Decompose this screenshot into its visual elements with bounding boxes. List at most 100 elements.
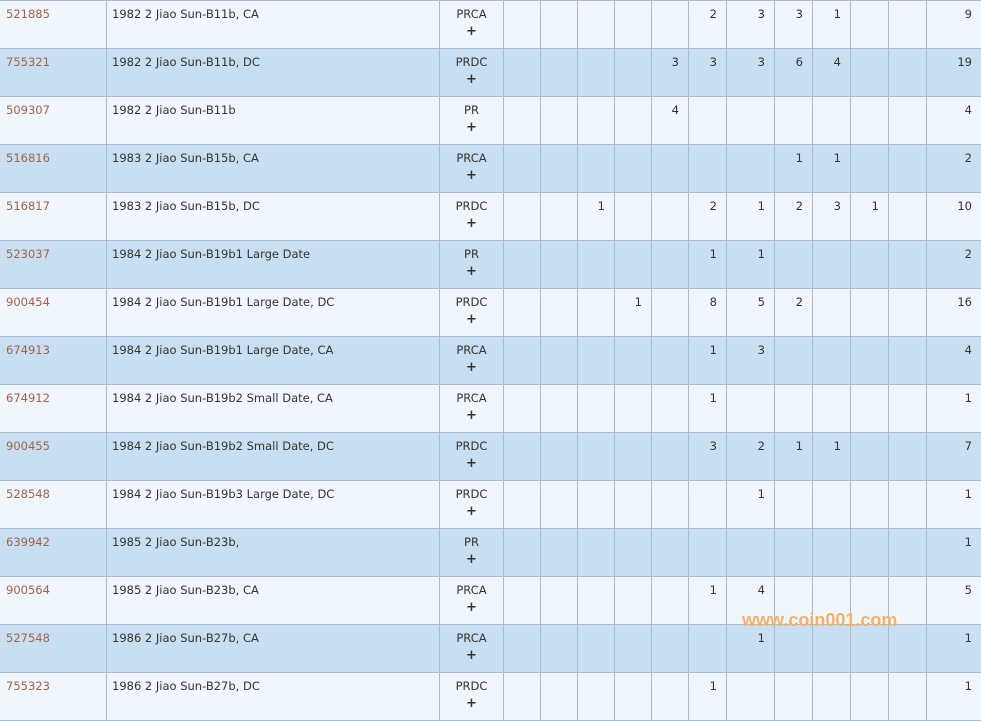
- cert-link[interactable]: 900455: [6, 439, 50, 453]
- grade-count-cell: [689, 145, 727, 193]
- grade-count-cell: [504, 385, 541, 433]
- grade-count-cell: 1: [689, 385, 727, 433]
- grade-label: PRCA: [456, 583, 486, 597]
- grade-count-cell: 8: [689, 289, 727, 337]
- cert-link[interactable]: 900564: [6, 583, 50, 597]
- grade-label: PRDC: [456, 679, 488, 693]
- grade-label: PRDC: [456, 295, 488, 309]
- description-cell: 1984 2 Jiao Sun-B19b2 Small Date, CA: [107, 385, 440, 433]
- cert-cell: 523037: [0, 241, 107, 289]
- total-cell: 4: [927, 97, 981, 145]
- expand-button[interactable]: +: [440, 697, 503, 711]
- grade-count-cell: [775, 241, 813, 289]
- grade-count-cell: 1: [578, 193, 615, 241]
- expand-button[interactable]: +: [440, 601, 503, 615]
- total-cell: 7: [927, 433, 981, 481]
- expand-button[interactable]: +: [440, 313, 503, 327]
- grade-count-cell: [652, 145, 689, 193]
- grade-count-cell: [504, 577, 541, 625]
- cert-link[interactable]: 639942: [6, 535, 50, 549]
- cert-link[interactable]: 516816: [6, 151, 50, 165]
- grade-count-cell: [889, 193, 927, 241]
- grade-count-cell: [813, 337, 851, 385]
- expand-button[interactable]: +: [440, 73, 503, 87]
- cert-link[interactable]: 674912: [6, 391, 50, 405]
- cert-link[interactable]: 527548: [6, 631, 50, 645]
- grade-count-cell: [889, 433, 927, 481]
- expand-button[interactable]: +: [440, 649, 503, 663]
- grade-count-cell: [775, 529, 813, 577]
- expand-button[interactable]: +: [440, 553, 503, 567]
- grade-label: PRDC: [456, 199, 488, 213]
- cert-link[interactable]: 516817: [6, 199, 50, 213]
- expand-button[interactable]: +: [440, 169, 503, 183]
- expand-button[interactable]: +: [440, 265, 503, 279]
- grade-count-cell: [541, 433, 578, 481]
- grade-count-cell: [652, 577, 689, 625]
- cert-link[interactable]: 523037: [6, 247, 50, 261]
- grade-count-cell: [504, 529, 541, 577]
- grade-count-cell: [541, 385, 578, 433]
- grade-cell: PR+: [440, 529, 504, 577]
- grade-count-cell: [541, 1, 578, 49]
- grade-count-cell: [615, 481, 652, 529]
- grade-count-cell: 1: [813, 433, 851, 481]
- grade-count-cell: 1: [851, 193, 889, 241]
- grade-count-cell: [578, 433, 615, 481]
- cert-cell: 674912: [0, 385, 107, 433]
- expand-button[interactable]: +: [440, 409, 503, 423]
- grade-count-cell: [504, 673, 541, 721]
- grade-count-cell: [615, 433, 652, 481]
- cert-link[interactable]: 900454: [6, 295, 50, 309]
- grade-count-cell: 4: [652, 97, 689, 145]
- grade-count-cell: 1: [775, 433, 813, 481]
- cert-link[interactable]: 509307: [6, 103, 50, 117]
- cert-cell: 900455: [0, 433, 107, 481]
- grade-count-cell: 4: [813, 49, 851, 97]
- grade-count-cell: [578, 289, 615, 337]
- cert-link[interactable]: 755321: [6, 55, 50, 69]
- total-cell: 1: [927, 385, 981, 433]
- grade-label: PRCA: [456, 7, 486, 21]
- description-cell: 1985 2 Jiao Sun-B23b, CA: [107, 577, 440, 625]
- cert-link[interactable]: 528548: [6, 487, 50, 501]
- cert-link[interactable]: 521885: [6, 7, 50, 21]
- description-cell: 1982 2 Jiao Sun-B11b, DC: [107, 49, 440, 97]
- expand-button[interactable]: +: [440, 121, 503, 135]
- expand-button[interactable]: +: [440, 505, 503, 519]
- table-row: 900455 1984 2 Jiao Sun-B19b2 Small Date, …: [0, 433, 981, 481]
- grade-count-cell: [889, 673, 927, 721]
- description-cell: 1984 2 Jiao Sun-B19b2 Small Date, DC: [107, 433, 440, 481]
- grade-count-cell: [652, 241, 689, 289]
- table-row: 674912 1984 2 Jiao Sun-B19b2 Small Date, …: [0, 385, 981, 433]
- grade-count-cell: 1: [689, 577, 727, 625]
- grade-count-cell: [504, 481, 541, 529]
- grade-count-cell: [851, 1, 889, 49]
- grade-count-cell: [851, 49, 889, 97]
- description-cell: 1986 2 Jiao Sun-B27b, DC: [107, 673, 440, 721]
- grade-count-cell: 2: [689, 1, 727, 49]
- expand-button[interactable]: +: [440, 457, 503, 471]
- grade-count-cell: [889, 145, 927, 193]
- cert-cell: 528548: [0, 481, 107, 529]
- cert-cell: 521885: [0, 1, 107, 49]
- grade-count-cell: [652, 481, 689, 529]
- grade-count-cell: 2: [727, 433, 775, 481]
- grade-count-cell: 5: [727, 289, 775, 337]
- total-cell: 1: [927, 529, 981, 577]
- grade-count-cell: 2: [775, 193, 813, 241]
- cert-link[interactable]: 674913: [6, 343, 50, 357]
- grade-count-cell: [813, 241, 851, 289]
- cert-link[interactable]: 755323: [6, 679, 50, 693]
- grade-count-cell: 3: [813, 193, 851, 241]
- description-cell: 1982 2 Jiao Sun-B11b, CA: [107, 1, 440, 49]
- expand-button[interactable]: +: [440, 217, 503, 231]
- expand-button[interactable]: +: [440, 25, 503, 39]
- expand-button[interactable]: +: [440, 361, 503, 375]
